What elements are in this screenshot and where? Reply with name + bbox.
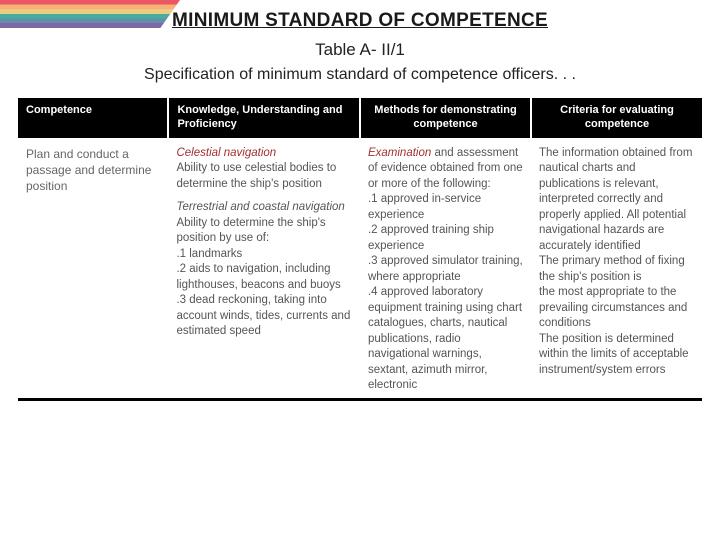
knowledge-item: .2 aids to navigation, including lightho… [176, 262, 352, 293]
competence-table: Competence Knowledge, Understanding and … [18, 98, 702, 398]
subtitle: Specification of minimum standard of com… [0, 66, 720, 84]
criteria-p1: The information obtained from nautical c… [539, 146, 694, 255]
cell-knowledge: Celestial navigation Ability to use cele… [168, 138, 360, 398]
criteria-p4: prevailing circumstances and conditions [539, 301, 694, 332]
knowledge-line-1: Ability to use celestial bodies to deter… [176, 161, 352, 192]
col-header-methods: Methods for demonstrating competence [360, 98, 531, 138]
knowledge-item: .1 landmarks [176, 247, 352, 263]
table-header-row: Competence Knowledge, Understanding and … [18, 98, 702, 138]
competence-table-wrap: Competence Knowledge, Understanding and … [18, 98, 702, 401]
col-header-criteria: Criteria for evaluating competence [531, 98, 702, 138]
knowledge-heading-terrestrial: Terrestrial and coastal navigation [176, 200, 352, 216]
knowledge-heading-celestial: Celestial navigation [176, 146, 352, 162]
methods-item: .4 approved laboratory equipment trainin… [368, 285, 523, 394]
table-row: Plan and conduct a passage and determine… [18, 138, 702, 398]
col-header-knowledge: Knowledge, Understanding and Proficiency [168, 98, 360, 138]
criteria-p3: the most appropriate to the [539, 285, 694, 301]
methods-item: .2 approved training ship experience [368, 223, 523, 254]
competence-text: Plan and conduct a passage and determine… [26, 147, 151, 193]
criteria-p6: within the limits of acceptable instrume… [539, 347, 694, 378]
cell-competence: Plan and conduct a passage and determine… [18, 138, 168, 398]
cell-methods: Examination and assessment of evidence o… [360, 138, 531, 398]
methods-lead-red: Examination [368, 147, 431, 159]
knowledge-item: .3 dead reckoning, taking into account w… [176, 293, 352, 340]
criteria-p5: The position is determined [539, 332, 694, 348]
knowledge-line-2: Ability to determine the ship's position… [176, 216, 352, 247]
table-name: Table A- II/1 [0, 40, 720, 60]
cell-criteria: The information obtained from nautical c… [531, 138, 702, 398]
methods-item: .3 approved simulator training, where ap… [368, 254, 523, 285]
col-header-competence: Competence [18, 98, 168, 138]
criteria-p2: The primary method of fixing the ship's … [539, 254, 694, 285]
decorative-rainbow-strip [0, 0, 180, 28]
methods-item: .1 approved in-service experience [368, 192, 523, 223]
